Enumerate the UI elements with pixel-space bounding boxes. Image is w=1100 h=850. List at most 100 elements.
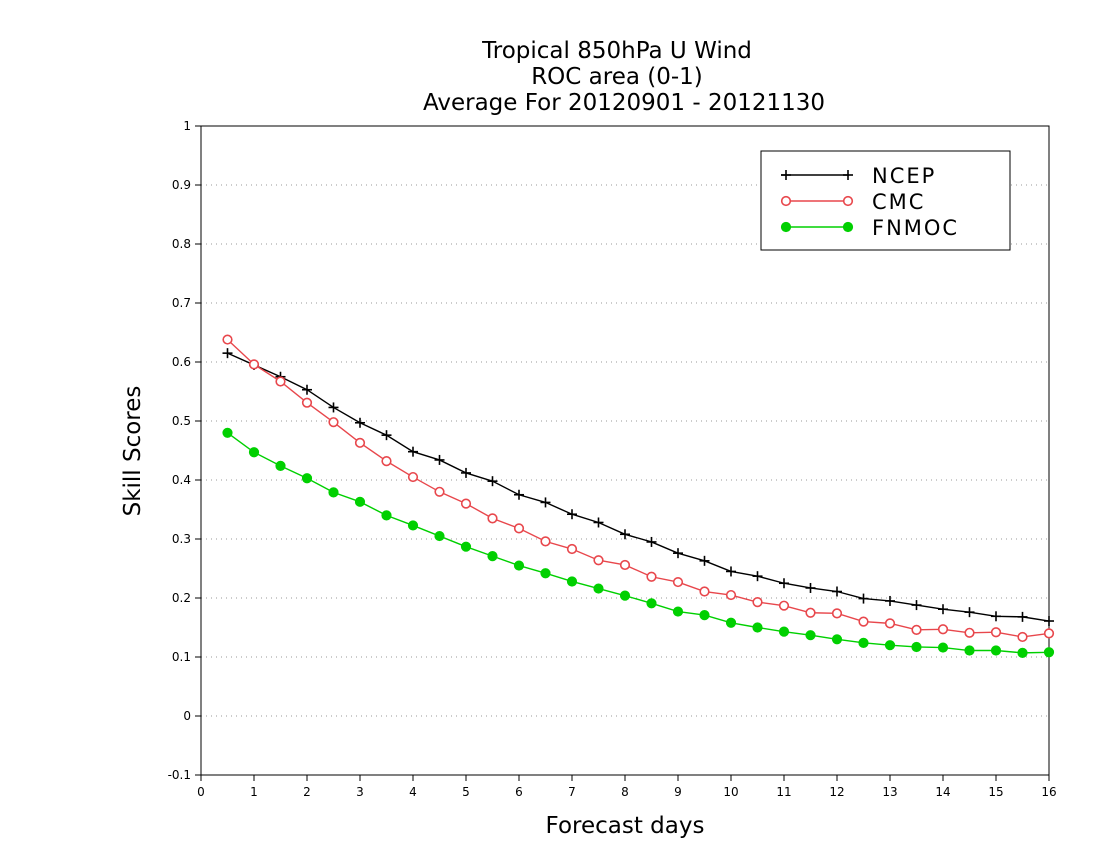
series-cmc-point (646, 571, 657, 582)
x-axis-label: Forecast days (546, 813, 705, 839)
legend-marker-cmc (780, 195, 792, 207)
series-fnmoc-point (566, 576, 578, 587)
series-ncep-point (1044, 616, 1054, 627)
series-cmc-point (407, 471, 419, 483)
series-ncep (222, 348, 1054, 627)
series-cmc-point (1017, 631, 1028, 643)
series-fnmoc-point (990, 645, 1002, 656)
y-tick-label: 1 (183, 119, 191, 133)
y-tick-label: -0.1 (168, 768, 191, 782)
series-fnmoc-point (805, 630, 816, 641)
series-fnmoc-point (699, 610, 710, 621)
series-cmc-point (699, 586, 710, 597)
series-fnmoc-point (911, 641, 922, 653)
series-cmc-point (778, 600, 790, 611)
y-tick-label: 0.2 (172, 591, 191, 605)
series-fnmoc-point (222, 427, 233, 438)
series-fnmoc-point (248, 447, 260, 458)
series-cmc (222, 334, 1055, 643)
series-cmc-point (884, 618, 896, 629)
y-tick-label: 0.4 (172, 473, 191, 487)
series-cmc-point (725, 589, 737, 601)
series-ncep-point (885, 595, 895, 606)
series-fnmoc-point (301, 473, 313, 484)
series-ncep-point (302, 384, 312, 395)
x-tick-label: 6 (515, 785, 523, 799)
series-fnmoc (222, 427, 1055, 658)
series-cmc-point (513, 523, 525, 534)
series-fnmoc-point (328, 487, 339, 498)
x-tick-label: 13 (882, 785, 897, 799)
y-tick-label: 0.9 (172, 178, 191, 192)
series-ncep-point (1017, 611, 1028, 622)
series-cmc-point (831, 608, 843, 619)
series-fnmoc-point (1017, 647, 1028, 658)
series-fnmoc-point (513, 560, 525, 571)
series-ncep-point (779, 578, 789, 589)
series-fnmoc-point (460, 541, 472, 552)
series-fnmoc-point (858, 637, 869, 648)
chart-title-line-2: ROC area (0-1) (531, 64, 703, 90)
series-fnmoc-point (434, 530, 445, 542)
series-cmc-line (227, 339, 1050, 638)
series-ncep-point (964, 607, 975, 618)
series-ncep-point (805, 582, 816, 593)
series-ncep-point (593, 517, 604, 528)
legend-label-cmc: CMC (872, 190, 925, 214)
series-fnmoc-point (646, 598, 657, 609)
series-cmc-point (858, 616, 869, 627)
series-ncep-point (487, 476, 498, 487)
series-fnmoc-point (672, 606, 684, 617)
x-tick-label: 3 (356, 785, 364, 799)
series-ncep-point (858, 593, 869, 604)
series-cmc-point (752, 597, 763, 608)
x-tick-label: 4 (409, 785, 417, 799)
series-cmc-point (222, 334, 233, 345)
x-tick-label: 5 (462, 785, 470, 799)
y-tick-label: 0.8 (172, 237, 191, 251)
y-axis: -0.1 0 0.1 0.2 0.3 0.4 0.5 0.6 0.7 0.8 0.9 1 (168, 119, 201, 782)
x-tick-label: 10 (723, 785, 738, 799)
series-layer (222, 334, 1055, 658)
series-ncep-point (222, 348, 233, 359)
series-fnmoc-point (381, 510, 392, 521)
chart-title-line-1: Tropical 850hPa U Wind (481, 38, 752, 64)
gridlines (201, 184, 1049, 717)
series-fnmoc-point (1043, 647, 1055, 658)
legend-label-ncep: NCEP (872, 164, 936, 188)
series-ncep-point (726, 566, 736, 577)
series-ncep-point (461, 467, 471, 478)
legend-label-fnmoc: FNMOC (872, 216, 959, 240)
series-ncep-point (938, 604, 948, 615)
series-ncep-point (567, 509, 577, 520)
chart-title-line-3: Average For 20120901 - 20121130 (423, 90, 825, 116)
series-cmc-point (540, 536, 551, 547)
series-cmc-point (911, 624, 922, 635)
series-cmc-point (964, 627, 975, 638)
series-fnmoc-point (725, 617, 737, 628)
series-ncep-point (328, 402, 339, 413)
series-cmc-point (672, 576, 684, 588)
series-ncep-point (673, 548, 683, 559)
y-tick-label: 0.3 (172, 532, 191, 546)
legend-marker-fnmoc (780, 221, 792, 233)
series-cmc-point (593, 555, 604, 566)
series-cmc-point (805, 607, 816, 618)
series-ncep-point (514, 489, 524, 500)
y-axis-label: Skill Scores (120, 386, 146, 517)
series-fnmoc-point (354, 496, 366, 507)
x-tick-label: 0 (197, 785, 205, 799)
x-tick-label: 7 (568, 785, 576, 799)
series-cmc-point (990, 627, 1002, 638)
y-tick-label: 0.5 (172, 414, 191, 428)
x-tick-label: 11 (776, 785, 791, 799)
series-cmc-point (937, 624, 949, 635)
series-cmc-point (487, 513, 498, 524)
series-fnmoc-point (487, 551, 498, 562)
x-tick-label: 16 (1041, 785, 1056, 799)
series-cmc-point (328, 417, 339, 428)
series-cmc-point (248, 359, 260, 370)
legend-marker-ncep (843, 170, 853, 180)
